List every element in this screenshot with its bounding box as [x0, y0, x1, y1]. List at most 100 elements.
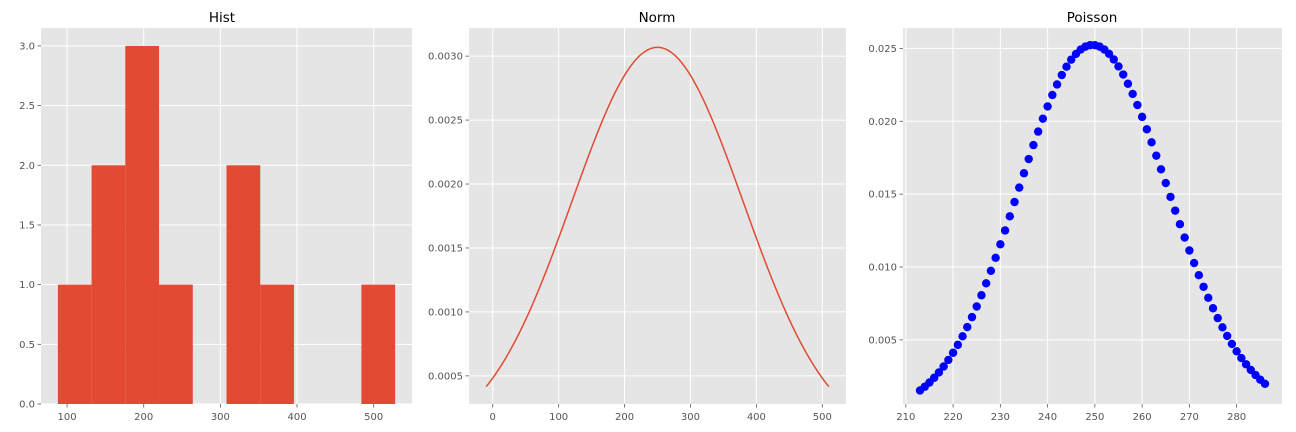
- hist-xtick-label: 300: [211, 412, 230, 423]
- poisson-xtick-label: 250: [1085, 412, 1104, 423]
- poisson-point-230: [996, 240, 1005, 249]
- poisson-point-229: [991, 253, 1000, 263]
- poisson-point-241: [1048, 90, 1057, 100]
- norm-xtick-label: 300: [681, 412, 700, 423]
- poisson-point-275: [1208, 304, 1218, 313]
- poisson-point-266: [1166, 192, 1175, 202]
- poisson-point-227: [981, 279, 991, 288]
- poisson-point-221: [953, 340, 963, 350]
- poisson-point-269: [1180, 233, 1189, 242]
- norm-title: Norm: [639, 10, 676, 26]
- poisson-point-261: [1142, 125, 1152, 134]
- poisson-point-219: [944, 355, 953, 365]
- hist-ytick-label: 0.0: [19, 400, 35, 411]
- poisson-point-259: [1133, 100, 1142, 110]
- hist-xtick-label: 200: [134, 412, 153, 423]
- norm-grid: [469, 28, 846, 404]
- poisson-point-276: [1213, 313, 1222, 323]
- poisson-ytick-label: 0.010: [868, 263, 897, 274]
- poisson-point-222: [958, 332, 967, 341]
- poisson-point-257: [1123, 79, 1133, 88]
- norm-ytick-label: 0.0005: [428, 371, 463, 382]
- hist-xtick-label: 400: [287, 412, 306, 423]
- norm-ytick-label: 0.0030: [428, 52, 463, 63]
- hist-ytick-label: 2.0: [19, 161, 35, 172]
- poisson-point-234: [1015, 183, 1024, 192]
- hist-bar-6: [260, 284, 294, 404]
- poisson-point-255: [1114, 62, 1123, 71]
- norm-xtick-label: 400: [747, 412, 766, 423]
- poisson-point-270: [1185, 246, 1194, 255]
- poisson-point-228: [986, 266, 996, 276]
- norm-curve-group: [485, 46, 830, 388]
- hist-bar-1: [91, 165, 126, 404]
- poisson-point-267: [1170, 206, 1180, 215]
- norm-xtick-label: 0: [490, 412, 496, 423]
- poisson-xtick-label: 240: [1038, 412, 1057, 423]
- poisson-point-254: [1109, 55, 1118, 64]
- poisson-point-286: [1260, 379, 1270, 389]
- hist-ytick-label: 1.5: [19, 220, 35, 231]
- poisson-points: [915, 40, 1270, 395]
- norm-ytick-label: 0.0010: [428, 307, 463, 318]
- norm-ytick-label: 0.0015: [428, 243, 463, 254]
- norm-xtick-label: 500: [813, 412, 832, 423]
- poisson-point-225: [972, 302, 981, 311]
- poisson-point-244: [1062, 62, 1071, 71]
- poisson-plot-area: [903, 28, 1282, 404]
- poisson-point-236: [1024, 154, 1033, 164]
- norm-ytick-label: 0.0025: [428, 116, 463, 127]
- poisson-point-217: [934, 368, 944, 377]
- poisson-point-238: [1033, 127, 1043, 136]
- hist-bars: [57, 45, 396, 405]
- poisson-point-274: [1204, 293, 1213, 303]
- hist-panel: 100 200 300 400 500 0.0 0.5 1.0 1.5 2.0 2.5 3.0 His…: [19, 10, 412, 423]
- poisson-point-239: [1038, 114, 1048, 123]
- poisson-grid: [903, 28, 1282, 404]
- poisson-point-253: [1104, 49, 1114, 59]
- poisson-point-264: [1156, 165, 1166, 174]
- norm-ticks: 0 100 200 300 400 500 0.0005 0.0010 0.0015 0.0020…: [428, 52, 832, 423]
- norm-xtick-label: 200: [615, 412, 634, 423]
- poisson-point-278: [1222, 331, 1232, 341]
- poisson-point-271: [1189, 258, 1199, 268]
- poisson-point-279: [1227, 339, 1237, 349]
- hist-bar-0: [57, 284, 92, 404]
- hist-ticks: 100 200 300 400 500 0.0 0.5 1.0 1.5 2.0 2.5 3.0: [19, 41, 383, 423]
- poisson-xtick-label: 210: [896, 412, 915, 423]
- poisson-point-268: [1175, 220, 1185, 229]
- poisson-point-281: [1237, 353, 1246, 363]
- hist-xtick-label: 100: [58, 412, 77, 423]
- poisson-point-280: [1232, 347, 1241, 356]
- poisson-ytick-label: 0.015: [868, 190, 897, 201]
- poisson-ytick-label: 0.025: [868, 44, 897, 55]
- poisson-ticks: 210 220 230 240 250 260 270 280 0.005 0.010 0.015 0…: [868, 44, 1246, 423]
- hist-title: Hist: [209, 10, 235, 26]
- hist-ytick-label: 3.0: [19, 41, 35, 52]
- hist-ytick-label: 2.5: [19, 101, 35, 112]
- poisson-xtick-label: 220: [944, 412, 963, 423]
- poisson-xtick-label: 270: [1180, 412, 1199, 423]
- poisson-point-272: [1194, 270, 1204, 280]
- poisson-xtick-label: 280: [1227, 412, 1246, 423]
- hist-ytick-label: 0.5: [19, 340, 35, 351]
- poisson-point-240: [1043, 102, 1052, 111]
- hist-bar-2: [125, 45, 160, 405]
- norm-xtick-label: 100: [549, 412, 568, 423]
- poisson-point-282: [1241, 360, 1251, 369]
- poisson-point-273: [1199, 282, 1208, 291]
- hist-bar-9: [361, 284, 396, 404]
- poisson-xtick-label: 260: [1133, 412, 1152, 423]
- poisson-point-245: [1067, 55, 1076, 64]
- poisson-point-256: [1119, 70, 1128, 79]
- hist-xtick-label: 500: [364, 412, 383, 423]
- poisson-point-265: [1161, 178, 1170, 188]
- norm-curve: [485, 46, 830, 388]
- poisson-ytick-label: 0.005: [868, 335, 897, 346]
- poisson-point-220: [948, 348, 958, 357]
- poisson-ytick-label: 0.020: [868, 117, 897, 128]
- poisson-point-224: [967, 312, 977, 322]
- hist-bar-3: [159, 284, 193, 404]
- poisson-point-237: [1029, 140, 1038, 150]
